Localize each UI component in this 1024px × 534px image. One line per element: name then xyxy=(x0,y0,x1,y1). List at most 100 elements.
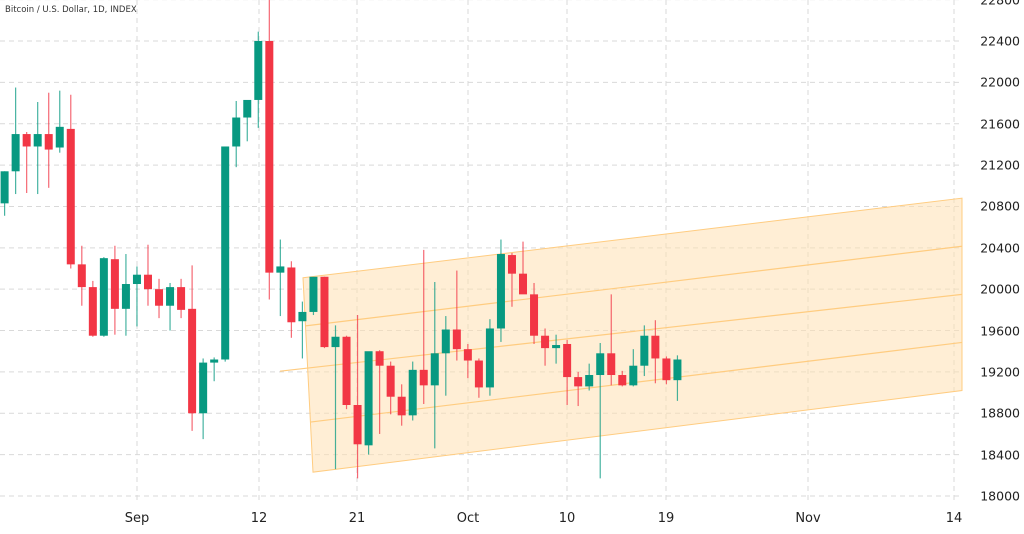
candle-up xyxy=(331,325,340,470)
candle-body xyxy=(430,353,439,386)
candle-up xyxy=(496,239,505,342)
candle-body xyxy=(66,128,75,265)
candle-body xyxy=(265,41,274,273)
candle-down xyxy=(375,350,384,434)
candle-body xyxy=(452,329,461,350)
candle-body xyxy=(563,343,572,378)
candle-down xyxy=(397,384,406,426)
price-label: 22800 xyxy=(960,0,1020,7)
price-label: 18800 xyxy=(980,405,1020,421)
candle-up xyxy=(11,87,20,195)
channel-line xyxy=(305,245,963,327)
candle-up xyxy=(298,301,307,359)
candle-body xyxy=(55,126,64,148)
candle-body xyxy=(585,375,594,387)
channel-area[interactable] xyxy=(302,197,963,473)
candle-down xyxy=(474,358,483,398)
candle-body xyxy=(232,117,241,147)
candle-body xyxy=(607,353,616,376)
candle-down xyxy=(419,249,428,404)
candle-body xyxy=(33,134,42,147)
candle-body xyxy=(629,365,638,386)
candles xyxy=(0,0,682,479)
candle-down xyxy=(574,371,583,407)
candle-down xyxy=(607,294,616,386)
candle-body xyxy=(155,289,164,306)
candle-body xyxy=(177,287,186,310)
time-label: Sep xyxy=(124,511,150,526)
price-label: 22400 xyxy=(980,33,1020,49)
candle-up xyxy=(166,282,175,331)
time-label: 19 xyxy=(657,511,675,526)
candle-down xyxy=(651,320,660,384)
candle-down xyxy=(143,244,152,306)
candle-body xyxy=(397,396,406,416)
candle-body xyxy=(143,274,152,290)
candle-body xyxy=(166,287,175,306)
candle-up xyxy=(673,355,682,401)
candle-body xyxy=(353,404,362,445)
candle-up xyxy=(121,254,130,336)
candle-body xyxy=(530,294,539,336)
candle-body xyxy=(474,360,483,388)
candle-down xyxy=(507,252,516,307)
candle-down xyxy=(265,0,274,300)
candle-down xyxy=(188,265,197,431)
price-label: 22000 xyxy=(980,74,1020,90)
candle-body xyxy=(441,329,450,354)
time-label: Oct xyxy=(456,511,480,526)
candle-body xyxy=(221,146,230,360)
candle-down xyxy=(541,328,550,366)
candle-down xyxy=(530,282,539,344)
price-label: 21200 xyxy=(980,157,1020,173)
time-label: Nov xyxy=(795,511,821,526)
candle-down xyxy=(662,356,671,385)
candle-body xyxy=(463,349,472,361)
candle-body xyxy=(485,328,494,388)
candle-body xyxy=(596,353,605,376)
candle-up xyxy=(55,90,64,153)
candle-body xyxy=(541,335,550,349)
candle-body xyxy=(254,41,263,100)
candle-up xyxy=(408,361,417,421)
candle-body xyxy=(496,254,505,329)
candle-down xyxy=(66,94,75,269)
candle-body xyxy=(188,308,197,414)
parallel-channel-drawing[interactable] xyxy=(279,197,963,473)
candle-body xyxy=(243,99,252,118)
candle-body xyxy=(22,134,31,147)
candle-body xyxy=(408,369,417,416)
candle-up xyxy=(364,351,373,455)
candle-body xyxy=(673,359,682,381)
candle-body xyxy=(77,264,86,288)
time-label: 12 xyxy=(250,511,268,526)
candle-body xyxy=(121,284,130,309)
candle-body xyxy=(651,335,660,359)
candle-body xyxy=(99,258,108,336)
candle-up xyxy=(485,319,494,396)
candle-body xyxy=(618,375,627,386)
price-label: 20400 xyxy=(980,240,1020,256)
candle-body xyxy=(309,276,318,312)
candle-body xyxy=(386,365,395,397)
price-label: 19600 xyxy=(980,323,1020,339)
candle-body xyxy=(342,336,351,405)
candle-body xyxy=(331,336,340,348)
candle-up xyxy=(232,100,241,168)
candle-body xyxy=(320,276,329,348)
candle-up xyxy=(0,171,9,216)
candle-down xyxy=(155,278,164,319)
candle-down xyxy=(452,270,461,361)
candle-body xyxy=(287,267,296,323)
candle-body xyxy=(11,134,20,172)
time-label: 21 xyxy=(348,511,366,526)
candle-down xyxy=(519,241,528,295)
candle-down xyxy=(44,92,53,188)
candle-down xyxy=(618,370,627,387)
candle-body xyxy=(419,369,428,386)
candle-up xyxy=(276,239,285,317)
candle-up xyxy=(132,266,141,327)
candle-down xyxy=(563,339,572,405)
